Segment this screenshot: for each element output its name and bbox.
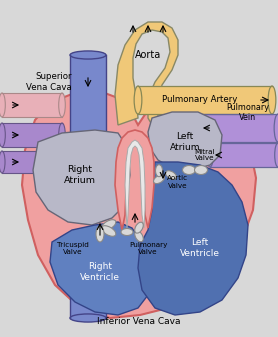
- Ellipse shape: [59, 93, 65, 117]
- Ellipse shape: [101, 220, 116, 230]
- Text: Aorta: Aorta: [135, 50, 161, 60]
- Text: Right
Ventricle: Right Ventricle: [80, 262, 120, 282]
- Text: Pulmonary
Vein: Pulmonary Vein: [227, 102, 269, 122]
- Ellipse shape: [59, 123, 65, 147]
- Bar: [138, 86, 272, 114]
- Ellipse shape: [135, 222, 143, 233]
- Ellipse shape: [155, 165, 163, 177]
- Ellipse shape: [268, 86, 276, 114]
- Ellipse shape: [275, 143, 278, 167]
- Polygon shape: [138, 162, 248, 315]
- Ellipse shape: [70, 144, 106, 152]
- Text: Inferior Vena Cava: Inferior Vena Cava: [97, 317, 181, 327]
- Ellipse shape: [59, 151, 65, 173]
- Ellipse shape: [195, 165, 207, 175]
- Polygon shape: [115, 22, 178, 125]
- Ellipse shape: [153, 175, 165, 184]
- Ellipse shape: [0, 123, 5, 147]
- Bar: [70, 55, 106, 148]
- Text: Mitral
Valve: Mitral Valve: [195, 149, 215, 161]
- Text: Right
Atrium: Right Atrium: [64, 165, 96, 185]
- Ellipse shape: [101, 226, 116, 236]
- Ellipse shape: [274, 114, 278, 142]
- Bar: [70, 240, 106, 318]
- Text: Left
Atrium: Left Atrium: [170, 132, 200, 152]
- Ellipse shape: [0, 93, 5, 117]
- Ellipse shape: [70, 314, 106, 322]
- Polygon shape: [22, 90, 256, 318]
- Text: Aortic
Valve: Aortic Valve: [167, 176, 188, 188]
- Ellipse shape: [96, 226, 104, 242]
- Ellipse shape: [134, 86, 142, 114]
- Ellipse shape: [135, 231, 143, 242]
- Bar: [2, 151, 62, 173]
- Ellipse shape: [165, 171, 177, 179]
- Polygon shape: [50, 222, 150, 315]
- Ellipse shape: [121, 228, 133, 236]
- Bar: [210, 143, 278, 167]
- Bar: [2, 123, 62, 147]
- Text: Pulmonary
Valve: Pulmonary Valve: [129, 242, 167, 254]
- Polygon shape: [33, 130, 130, 225]
- Ellipse shape: [70, 236, 106, 244]
- Polygon shape: [125, 140, 145, 228]
- Text: Superior
Vena Cava: Superior Vena Cava: [26, 72, 72, 92]
- Polygon shape: [148, 112, 222, 170]
- Text: Pulmonary Artery: Pulmonary Artery: [162, 95, 238, 104]
- Ellipse shape: [207, 143, 213, 167]
- Bar: [2, 93, 62, 117]
- Ellipse shape: [182, 165, 195, 175]
- Polygon shape: [115, 130, 154, 230]
- Text: Tricuspid
Valve: Tricuspid Valve: [57, 242, 89, 254]
- Ellipse shape: [194, 114, 202, 142]
- Bar: [198, 114, 278, 142]
- Ellipse shape: [70, 51, 106, 59]
- Text: Left
Ventricle: Left Ventricle: [180, 238, 220, 258]
- Ellipse shape: [0, 151, 5, 173]
